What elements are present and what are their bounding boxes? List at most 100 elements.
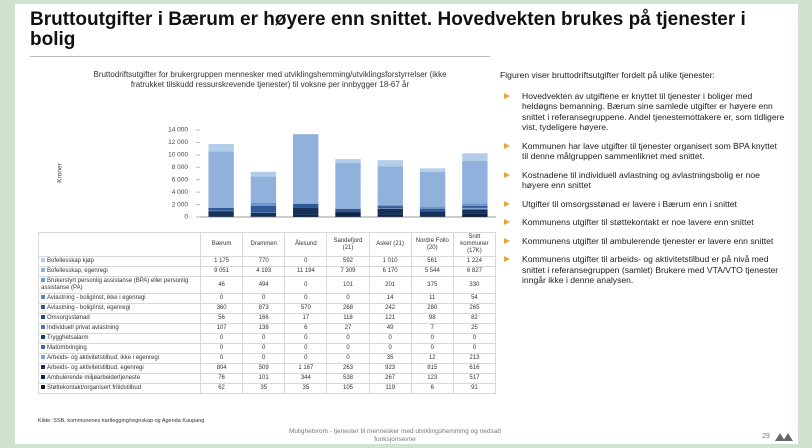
bar-segment <box>419 211 446 217</box>
value-cell: 242 <box>368 303 412 314</box>
value-cell: 330 <box>452 276 497 294</box>
y-tick-label: 10 000 <box>168 152 188 159</box>
bar-segment <box>293 214 319 217</box>
legend-swatch <box>41 365 45 369</box>
legend-label: Avlastning - bolig/inst, egenregi <box>47 305 131 311</box>
legend-swatch <box>41 305 45 309</box>
table-row: Støttekontakt/organisert fritidstilbud 62… <box>38 383 497 394</box>
table-row: Trygghetsalarm 0 0 0 0 0 0 0 <box>38 333 497 344</box>
bar-segment <box>462 208 488 210</box>
table-row: Brukerstyrt personlig assistanse (BPA) e… <box>38 276 497 294</box>
legend-label: Ambulerende miljøarbeidertjeneste <box>47 375 141 381</box>
x-tick-label: Bærum <box>199 232 244 257</box>
bar-segment <box>208 210 234 212</box>
bar-segment <box>208 207 234 211</box>
chart-title: Bruttodriftsutgifter for brukergruppen m… <box>93 70 447 89</box>
y-tick-label: 12 000 <box>168 139 188 146</box>
legend-cell: Bofellesskap kjøp <box>38 256 201 267</box>
value-cell: 0 <box>242 333 286 344</box>
x-tick-label: Drammen <box>242 232 286 257</box>
y-tick-label: 14 000 <box>168 127 188 134</box>
legend-label: Omsorgsstønad <box>47 315 90 321</box>
value-cell: 0 <box>284 333 328 344</box>
value-cell: 46 <box>199 276 244 294</box>
value-cell: 0 <box>368 343 412 354</box>
value-cell: 6 827 <box>452 266 497 277</box>
bar-segment <box>250 171 277 177</box>
text-panel: Figuren viser bruttodriftsutgifter forde… <box>500 70 785 294</box>
value-cell: 9 051 <box>199 266 244 277</box>
value-cell: 138 <box>242 323 286 334</box>
bar-segment <box>335 159 361 163</box>
x-tick-label: Sandefjord (21) <box>326 232 370 257</box>
value-cell: 0 <box>410 343 454 354</box>
value-cell: 0 <box>284 353 328 364</box>
value-cell: 375 <box>410 276 454 294</box>
bar-segment <box>250 202 277 206</box>
value-cell: 1 175 <box>199 256 244 267</box>
legend-swatch <box>41 258 45 262</box>
value-cell: 17 <box>284 313 328 324</box>
table-row: Arbeids- og aktivitetstilbud, egenregi 80… <box>38 363 497 374</box>
y-tick-label: 6 000 <box>172 176 189 183</box>
bar-segment <box>462 213 488 217</box>
value-cell: 35 <box>242 383 286 394</box>
title-rule <box>30 56 490 57</box>
value-cell: 263 <box>326 363 370 374</box>
slide-title: Bruttoutgifter i Bærum er høyere enn sni… <box>30 9 746 50</box>
value-cell: 166 <box>242 313 286 324</box>
value-cell: 0 <box>242 353 286 364</box>
table-row: Omsorgsstønad 56 166 17 118 121 98 82 <box>38 313 497 324</box>
value-cell: 0 <box>284 256 328 267</box>
value-cell: 268 <box>326 303 370 314</box>
bar-segment <box>293 207 319 215</box>
value-cell: 105 <box>326 383 370 394</box>
bar-segment <box>377 207 403 209</box>
value-cell: 873 <box>242 303 286 314</box>
value-cell: 35 <box>368 353 412 364</box>
value-cell: 56 <box>199 313 244 324</box>
intro: Figuren viser bruttodriftsutgifter forde… <box>500 70 715 80</box>
value-cell: 119 <box>368 383 412 394</box>
value-cell: 0 <box>410 333 454 344</box>
table-row: Individuell privat avlastning 107 138 6 27 49… <box>38 323 497 334</box>
value-cell: 6 <box>410 383 454 394</box>
value-cell: 91 <box>452 383 497 394</box>
legend-cell: Trygghetsalarm <box>38 333 201 344</box>
bar-segment <box>335 208 361 211</box>
page-number: 29 <box>762 433 770 440</box>
value-cell: 121 <box>368 313 412 324</box>
value-cell: 0 <box>326 343 370 354</box>
bullet: Kommunens utgifter til støttekontakt er … <box>500 217 785 228</box>
value-cell: 213 <box>452 353 497 364</box>
x-tick-label: Snitt kommuner (17K) <box>452 232 497 257</box>
bar-segment <box>293 134 319 204</box>
value-cell: 25 <box>452 323 497 334</box>
legend-label: Bofellesskap, egenregi <box>47 268 108 274</box>
legend-swatch <box>41 385 45 389</box>
value-cell: 770 <box>242 256 286 267</box>
bullet: Kommunen har lave utgifter til tjenester… <box>500 141 785 162</box>
bullet: Utgifter til omsorgsstønad er lavere i B… <box>500 199 785 210</box>
legend-cell: Avlastning - bolig/inst, egenregi <box>38 303 201 314</box>
bar-segment <box>208 144 234 152</box>
value-cell: 1 167 <box>284 363 328 374</box>
value-cell: 0 <box>452 343 497 354</box>
value-cell: 5 544 <box>410 266 454 277</box>
value-cell: 0 <box>326 353 370 364</box>
table-row: Ambulerende miljøarbeidertjeneste 76 101 34… <box>38 373 497 384</box>
value-cell: 0 <box>284 276 328 294</box>
table-row: Matombringing 0 0 0 0 0 0 0 <box>38 343 497 354</box>
x-tick-label: Asker (21) <box>368 232 412 257</box>
value-cell: 592 <box>326 256 370 267</box>
value-cell: 0 <box>199 353 244 364</box>
value-cell: 98 <box>410 313 454 324</box>
value-cell: 1 224 <box>452 256 497 267</box>
value-cell: 82 <box>452 313 497 324</box>
value-cell: 7 <box>410 323 454 334</box>
bar-segment <box>377 216 403 217</box>
bar-segment <box>419 210 446 212</box>
y-tick-label: 4 000 <box>172 189 189 196</box>
bar-segment <box>250 176 277 203</box>
